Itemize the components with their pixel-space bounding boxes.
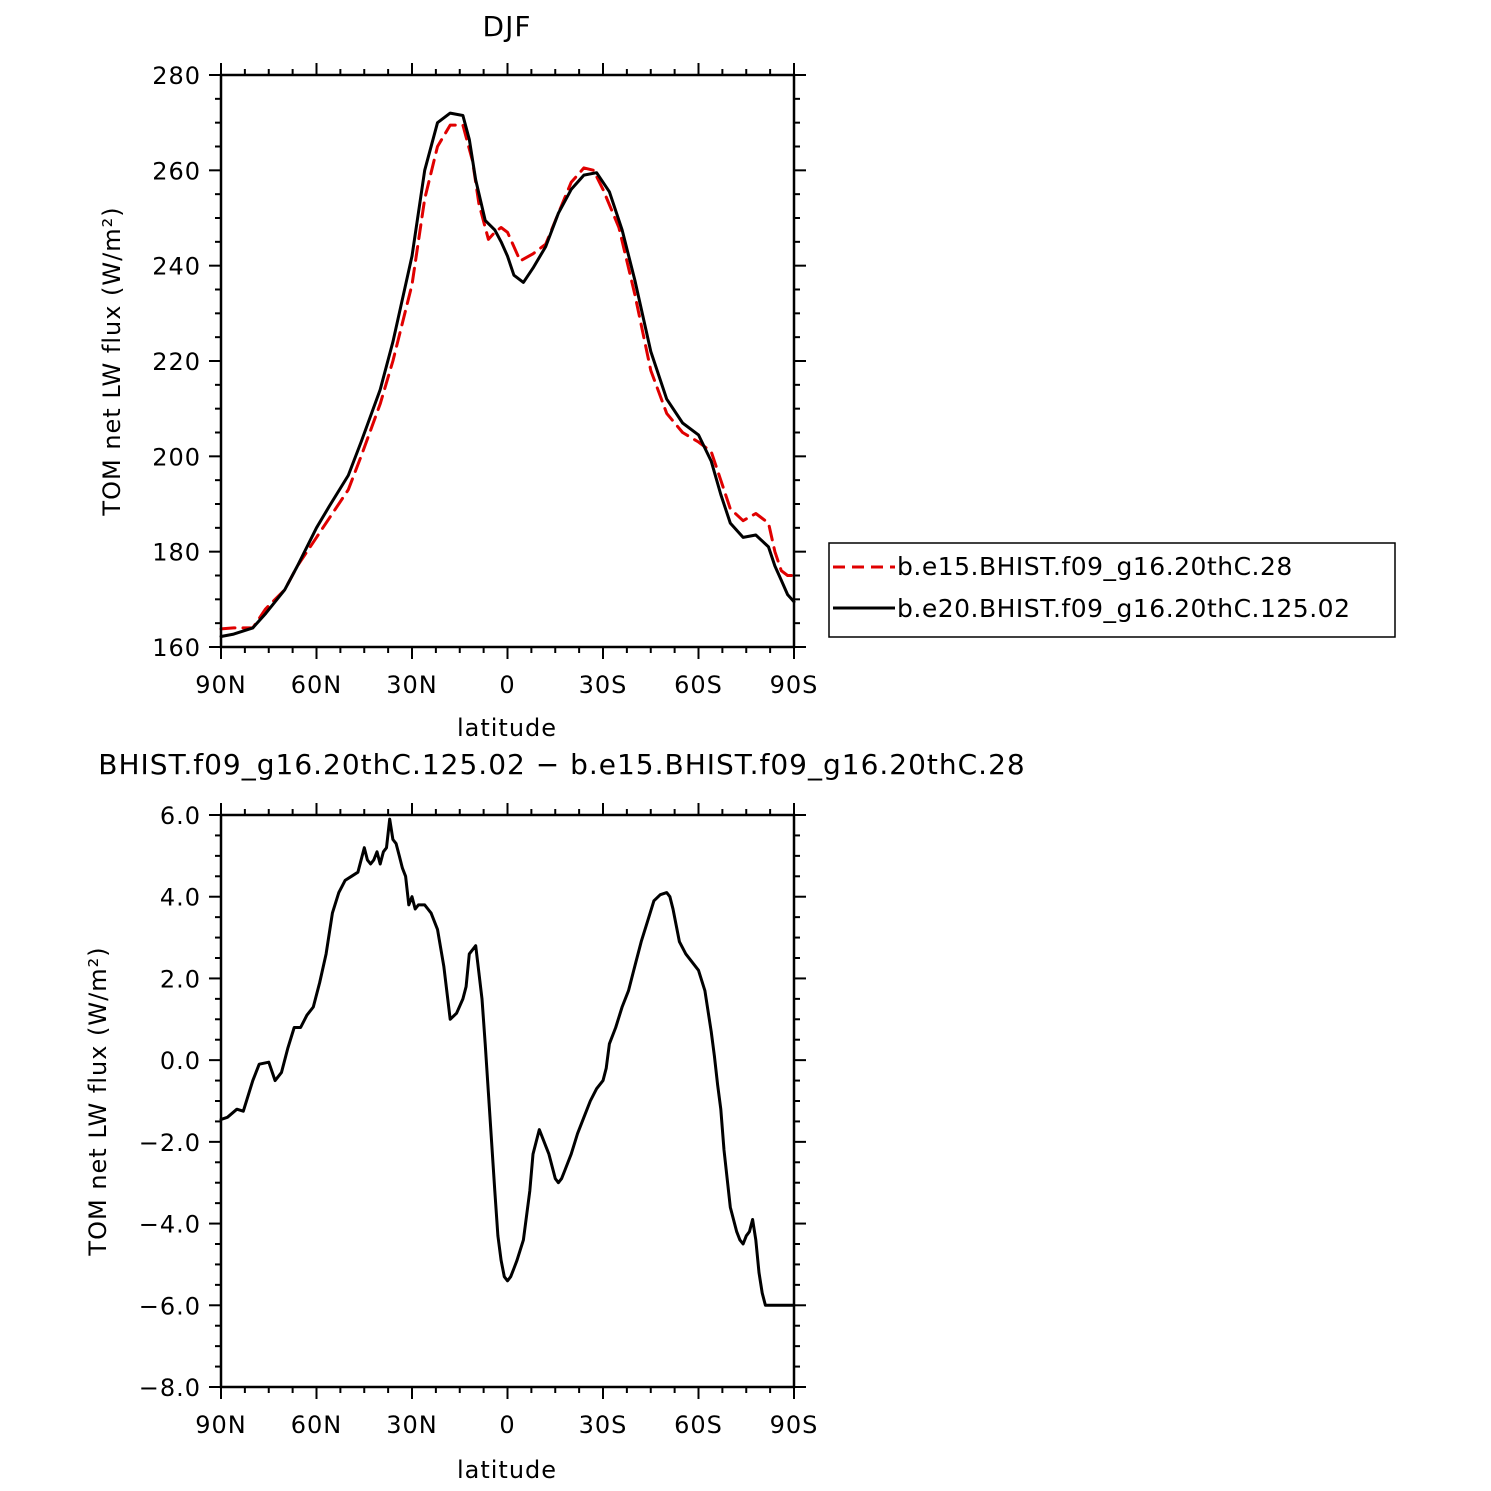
bottom-y-axis-label: TOM net LW flux (W/m²) — [84, 946, 112, 1256]
x-tick-label: 60N — [291, 1411, 343, 1439]
x-tick-label: 30N — [386, 1411, 438, 1439]
x-tick-label: 90S — [770, 671, 819, 699]
x-tick-label: 90N — [195, 1411, 247, 1439]
bottom-panel: BHIST.f09_g16.20thC.125.02 − b.e15.BHIST… — [84, 748, 1025, 1484]
x-tick-label: 0 — [499, 1411, 515, 1439]
y-tick-label: 280 — [152, 62, 201, 90]
y-tick-label: 6.0 — [160, 802, 201, 830]
y-tick-label: 4.0 — [160, 884, 201, 912]
legend-label-series-2: b.e20.BHIST.f09_g16.20thC.125.02 — [897, 594, 1350, 623]
bottom-x-axis-label: latitude — [457, 1456, 557, 1484]
top-panel: DJF 90N 60N 30N 0 30S 60S 90S 160 180 200 220 240 26… — [98, 10, 819, 742]
x-tick-label: 0 — [499, 671, 515, 699]
series-line-1 — [219, 817, 796, 1307]
y-tick-label: 180 — [152, 539, 201, 567]
x-tick-label: 30N — [386, 671, 438, 699]
y-tick-label: −4.0 — [139, 1211, 201, 1239]
y-tick-label: 0.0 — [160, 1047, 201, 1075]
legend-label-series-1: b.e15.BHIST.f09_g16.20thC.28 — [897, 552, 1293, 581]
y-tick-label: 260 — [152, 157, 201, 185]
bottom-chart-title: BHIST.f09_g16.20thC.125.02 − b.e15.BHIST… — [98, 748, 1025, 781]
series-line-2 — [219, 111, 796, 638]
plot-frame — [219, 73, 796, 649]
y-tick-label: 240 — [152, 253, 201, 281]
series-line-1 — [219, 123, 796, 631]
legend: b.e15.BHIST.f09_g16.20thC.28 b.e20.BHIST… — [828, 542, 1396, 638]
y-tick-label: 160 — [152, 634, 201, 662]
x-tick-label: 60N — [291, 671, 343, 699]
plot-frame — [219, 813, 796, 1389]
x-tick-label: 30S — [579, 1411, 628, 1439]
y-tick-label: −8.0 — [139, 1374, 201, 1402]
top-y-axis-label: TOM net LW flux (W/m²) — [98, 206, 126, 516]
y-tick-label: −2.0 — [139, 1129, 201, 1157]
y-tick-label: 2.0 — [160, 965, 201, 993]
x-tick-label: 90S — [770, 1411, 819, 1439]
y-tick-label: 200 — [152, 443, 201, 471]
y-tick-label: 220 — [152, 348, 201, 376]
top-x-axis-label: latitude — [457, 714, 557, 742]
bottom-plot-area: 90N 60N 30N 0 30S 60S 90S −8.0 −6.0 −4.0 −2.0 0.0 2.… — [139, 802, 819, 1439]
x-tick-label: 90N — [195, 671, 247, 699]
top-plot-area: 90N 60N 30N 0 30S 60S 90S 160 180 200 220 240 260 280 — [152, 62, 819, 699]
top-chart-title: DJF — [483, 10, 532, 43]
x-tick-label: 60S — [674, 671, 723, 699]
legend-box — [828, 542, 1396, 638]
x-tick-label: 30S — [579, 671, 628, 699]
x-tick-label: 60S — [674, 1411, 723, 1439]
y-tick-label: −6.0 — [139, 1292, 201, 1320]
